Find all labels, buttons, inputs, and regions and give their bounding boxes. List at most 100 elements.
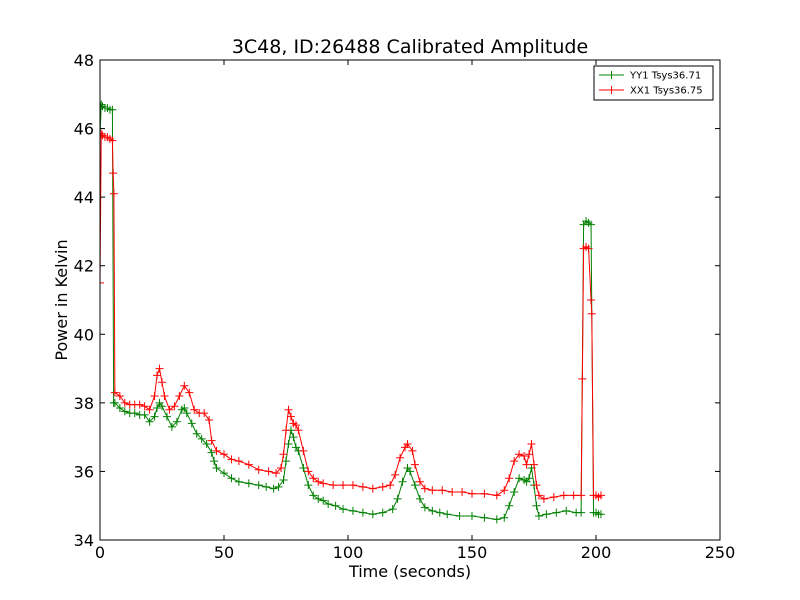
legend-item: YY1 Tsys36.71 [599,71,701,82]
data-point [525,450,534,459]
data-point [443,510,452,519]
data-point [200,409,209,418]
data-point [358,508,367,517]
data-point [549,493,558,502]
legend-label: XX1 Tsys36.75 [630,86,703,97]
data-point [319,479,328,488]
data-point [368,484,377,493]
data-point [304,481,313,490]
data-point [435,508,444,517]
data-point [277,464,286,472]
data-point [165,405,174,414]
data-point [289,433,298,442]
data-point [227,474,236,483]
data-point [500,486,509,495]
data-point [522,460,531,469]
data-point [294,426,303,435]
data-point [530,460,538,469]
y-tick-label: 42 [74,257,94,276]
data-point [314,494,323,503]
data-point [348,481,357,490]
data-point [569,491,578,500]
data-point [284,405,293,414]
data-point [244,460,253,469]
data-point [510,457,519,466]
y-tick-label: 38 [74,394,94,413]
data-point [210,457,219,466]
data-point [182,409,191,418]
plot-area [100,60,720,540]
data-point [220,450,228,459]
y-tick-label: 48 [74,51,94,70]
data-point [309,491,318,500]
data-point [254,481,263,490]
data-point [577,491,586,500]
data-point [455,512,464,520]
y-tick-label: 40 [74,325,94,344]
data-point [492,515,501,524]
data-point [532,481,541,490]
data-point [428,506,437,515]
data-point [420,484,429,493]
series-layer [100,100,605,524]
data-point [420,503,429,512]
data-point [187,419,196,428]
data-point [396,453,405,462]
data-point [596,510,605,519]
data-point [145,405,154,414]
series-0 [100,100,605,524]
data-point [534,491,543,500]
data-point [140,402,149,411]
y-tick-label: 44 [74,188,94,207]
data-point [458,488,467,496]
data-point [542,510,551,519]
data-point [339,505,348,514]
y-tick-label: 36 [74,462,94,481]
data-point [578,374,587,383]
data-point [415,477,424,486]
data-point [282,426,290,435]
y-tick-label: 46 [74,120,94,139]
data-point [207,448,216,457]
legend: YY1 Tsys36.71 XX1 Tsys36.75 [593,65,714,101]
data-point [172,417,181,426]
data-point [587,309,596,318]
data-point [272,469,281,478]
data-point [207,436,216,445]
data-point [180,404,189,412]
data-point [108,105,117,114]
x-axis-label: Time (seconds) [348,562,471,581]
data-point [505,474,514,483]
data-point [559,491,568,500]
data-point [388,505,397,514]
data-point [358,482,367,491]
data-point [492,491,501,500]
data-point [596,491,605,500]
data-point [180,381,189,390]
data-point [552,508,561,517]
chart-title: 3C48, ID:26488 Calibrated Amplitude [232,36,588,58]
data-point [227,455,236,464]
data-point [410,460,419,469]
legend-label: YY1 Tsys36.71 [629,71,701,82]
data-point [415,494,424,503]
data-point [100,278,104,287]
data-point [109,169,118,178]
data-point [244,479,253,488]
data-point [279,450,288,459]
data-point [115,404,124,412]
data-point [299,446,308,455]
data-point [403,440,412,448]
data-point [291,421,300,430]
y-tick-label: 34 [74,531,94,550]
data-point [309,474,318,483]
data-point [480,489,489,498]
data-point [234,457,243,466]
data-point [100,129,106,138]
data-point [109,189,118,198]
data-point [153,404,162,412]
data-point [130,409,139,418]
ticks-layer: 0 50 100 150 200 250 34 36 38 40 42 44 46 48 [74,51,736,562]
data-point [398,477,407,486]
